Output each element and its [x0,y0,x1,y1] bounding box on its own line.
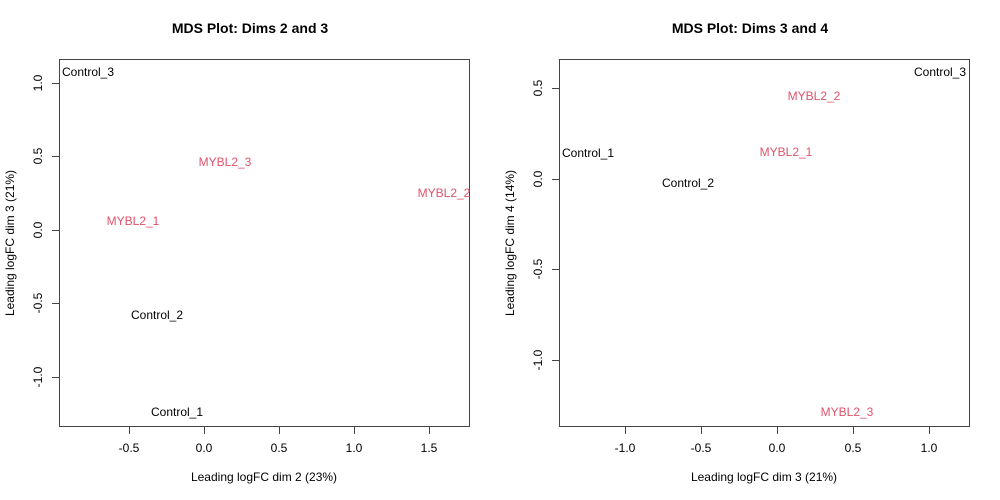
point-label: Control_3 [61,65,115,79]
y-tick [552,360,559,361]
y-tick-label: -1.0 [31,366,45,388]
mds-plot-dims-2-3: MDS Plot: Dims 2 and 3 1.0 0.5 0.0 -0.5 … [3,20,471,484]
point-label: MYBL2_2 [417,186,471,200]
y-tick [52,377,59,378]
y-tick-label: 0.5 [531,79,545,97]
x-tick-label: 1.0 [345,441,363,455]
y-tick-label: 0.0 [531,170,545,188]
point-label: MYBL2_1 [759,145,813,159]
x-tick-label: 0.5 [844,441,862,455]
point-label: Control_1 [150,405,204,419]
x-tick [929,427,930,434]
plot-frame [559,59,970,427]
y-tick [552,179,559,180]
y-tick [552,88,559,89]
y-tick [52,156,59,157]
x-tick-label: -0.5 [690,441,712,455]
x-tick-label: -1.0 [614,441,636,455]
point-label: Control_2 [130,308,184,322]
y-axis-title: Leading logFC dim 4 (14%) [503,169,517,317]
x-tick-label: -0.5 [118,441,140,455]
x-tick [625,427,626,434]
y-tick-label: 0.5 [31,147,45,165]
point-label: MYBL2_3 [198,155,252,169]
chart-title: MDS Plot: Dims 2 and 3 [171,20,329,36]
x-axis-title: Leading logFC dim 2 (23%) [190,470,338,484]
y-tick-label: 0.0 [31,221,45,239]
x-tick [129,427,130,434]
point-label: MYBL2_2 [787,89,841,103]
x-tick-label: 0.0 [768,441,786,455]
x-tick [777,427,778,434]
y-tick [552,269,559,270]
point-label: MYBL2_1 [106,214,160,228]
point-label: Control_2 [661,176,715,190]
x-tick [354,427,355,434]
x-tick [853,427,854,434]
point-label: Control_1 [561,146,615,160]
point-label: MYBL2_3 [820,405,874,419]
y-tick-label: -1.0 [531,349,545,371]
x-tick [701,427,702,434]
x-tick-label: 1.0 [920,441,938,455]
x-tick-label: 0.0 [195,441,213,455]
y-tick-label: -0.5 [531,258,545,280]
y-tick-label: 1.0 [31,74,45,92]
x-tick-label: 1.5 [420,441,438,455]
plot-frame [59,59,470,427]
x-tick [204,427,205,434]
x-tick-label: 0.5 [270,441,288,455]
y-tick [52,230,59,231]
y-tick [52,83,59,84]
mds-plot-dims-3-4: MDS Plot: Dims 3 and 4 0.5 0.0 -0.5 -1.0… [500,0,1000,500]
y-axis-title: Leading logFC dim 3 (21%) [3,169,17,317]
x-axis-title: Leading logFC dim 3 (21%) [690,470,838,484]
x-tick [279,427,280,434]
y-tick-label: -0.5 [31,292,45,314]
y-tick [52,303,59,304]
x-tick [429,427,430,434]
point-label: Control_3 [913,65,967,79]
chart-title: MDS Plot: Dims 3 and 4 [671,20,829,36]
